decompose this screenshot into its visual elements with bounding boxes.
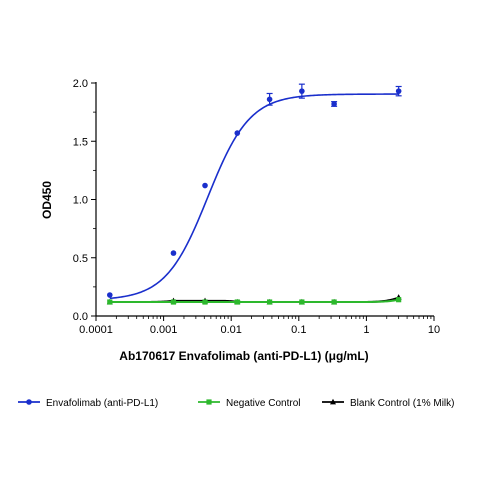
y-tick-label: 0.5 [73, 253, 88, 265]
series-0-point [395, 88, 402, 94]
x-tick-label: 0.001 [150, 324, 178, 336]
series-layer [106, 83, 402, 305]
series-0-point [331, 101, 337, 107]
series-0-point [299, 88, 305, 94]
x-axis-label: Ab170617 Envafolimab (anti-PD-L1) (μg/mL… [119, 349, 368, 363]
legend-item-1: Negative Control [198, 398, 300, 409]
axes [95, 82, 434, 317]
y-tick-label: 0.0 [73, 311, 88, 323]
y-tick-label: 1.5 [73, 136, 88, 148]
series-1-point [267, 299, 273, 305]
x-tick-label: 1 [363, 324, 369, 336]
legend-item-2: Blank Control (1% Milk) [322, 398, 454, 409]
legend-swatch-marker [206, 399, 212, 405]
y-tick-label: 2.0 [73, 78, 88, 90]
legend-label: Negative Control [226, 398, 300, 409]
series-1-point [107, 299, 113, 305]
series-0-point [170, 250, 177, 256]
legend-label: Envafolimab (anti-PD-L1) [46, 398, 158, 409]
x-tick-label: 0.0001 [79, 324, 113, 336]
series-0-point [202, 182, 208, 189]
x-tick-label: 0.01 [220, 324, 241, 336]
x-tick-label: 10 [428, 324, 440, 336]
series-0-curve [109, 93, 399, 300]
series-0 [106, 83, 402, 300]
series-0-point [106, 292, 113, 298]
y-axis-ticks: 0.0 0.5 1.0 1.5 2.0 [73, 78, 96, 323]
series-1-point [299, 299, 305, 305]
series-1-point [202, 299, 208, 305]
series-1-point [396, 297, 402, 303]
series-1-point [331, 299, 337, 305]
legend-swatch-marker [330, 398, 336, 405]
series-1-point [170, 299, 177, 305]
series-1 [107, 297, 402, 305]
x-axis-ticks: 0.0001 0.001 0.01 0.1 1 10 [79, 316, 440, 336]
series-1-curve [109, 298, 399, 304]
legend-swatch-marker [26, 399, 32, 405]
y-tick-label: 1.0 [73, 195, 88, 207]
legend-item-0: Envafolimab (anti-PD-L1) [18, 398, 158, 409]
legend: Envafolimab (anti-PD-L1) Negative Control… [18, 398, 454, 409]
series-0-point [266, 96, 273, 103]
legend-label: Blank Control (1% Milk) [350, 398, 454, 409]
y-axis-label: OD450 [40, 181, 54, 219]
series-1-point [234, 299, 240, 305]
series-0-point [234, 130, 241, 136]
x-tick-label: 0.1 [291, 324, 306, 336]
